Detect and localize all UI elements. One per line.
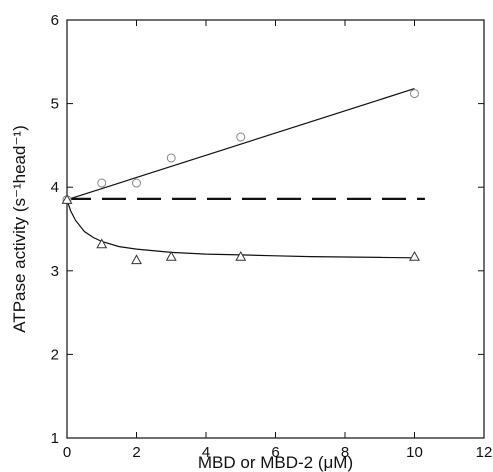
y-axis-label: ATPase activity (s⁻¹head⁻¹): [10, 125, 29, 333]
triangle-marker: [165, 250, 177, 261]
x-tick-label: 2: [132, 444, 140, 461]
circle-marker: [97, 178, 107, 188]
x-tick-label: 10: [406, 444, 423, 461]
fit-line-series-2: [66, 199, 415, 259]
circle-marker: [236, 132, 246, 142]
x-tick-label: 4: [202, 444, 210, 461]
x-tick-label: 8: [341, 444, 349, 461]
y-tick-label: 4: [51, 179, 59, 196]
x-axis-label: MBD or MBD-2 (μM): [198, 453, 353, 472]
y-tick-label: 1: [51, 430, 59, 447]
triangle-marker: [96, 238, 108, 249]
y-tick-label: 6: [51, 12, 59, 29]
y-tick-label: 2: [51, 346, 59, 363]
x-tick-label: 0: [63, 444, 71, 461]
fit-lines: [66, 88, 415, 259]
triangle-marker: [235, 250, 247, 261]
y-axis-ticks: 1 2 3 4 5 6: [51, 12, 484, 447]
circle-marker: [166, 153, 176, 163]
triangle-marker: [131, 254, 142, 265]
y-tick-label: 5: [51, 96, 59, 113]
x-axis-ticks: 0 2 4 6 8 10 12: [63, 20, 493, 461]
plot-frame: [66, 19, 485, 439]
data-markers: [61, 89, 420, 265]
x-tick-label: 6: [271, 444, 279, 461]
fit-line-series-1: [66, 88, 415, 201]
y-tick-label: 3: [51, 263, 59, 280]
triangle-marker: [61, 194, 73, 204]
circle-marker: [410, 89, 419, 99]
triangle-marker: [409, 250, 420, 261]
circle-marker: [132, 178, 141, 188]
x-tick-label: 12: [476, 444, 493, 461]
